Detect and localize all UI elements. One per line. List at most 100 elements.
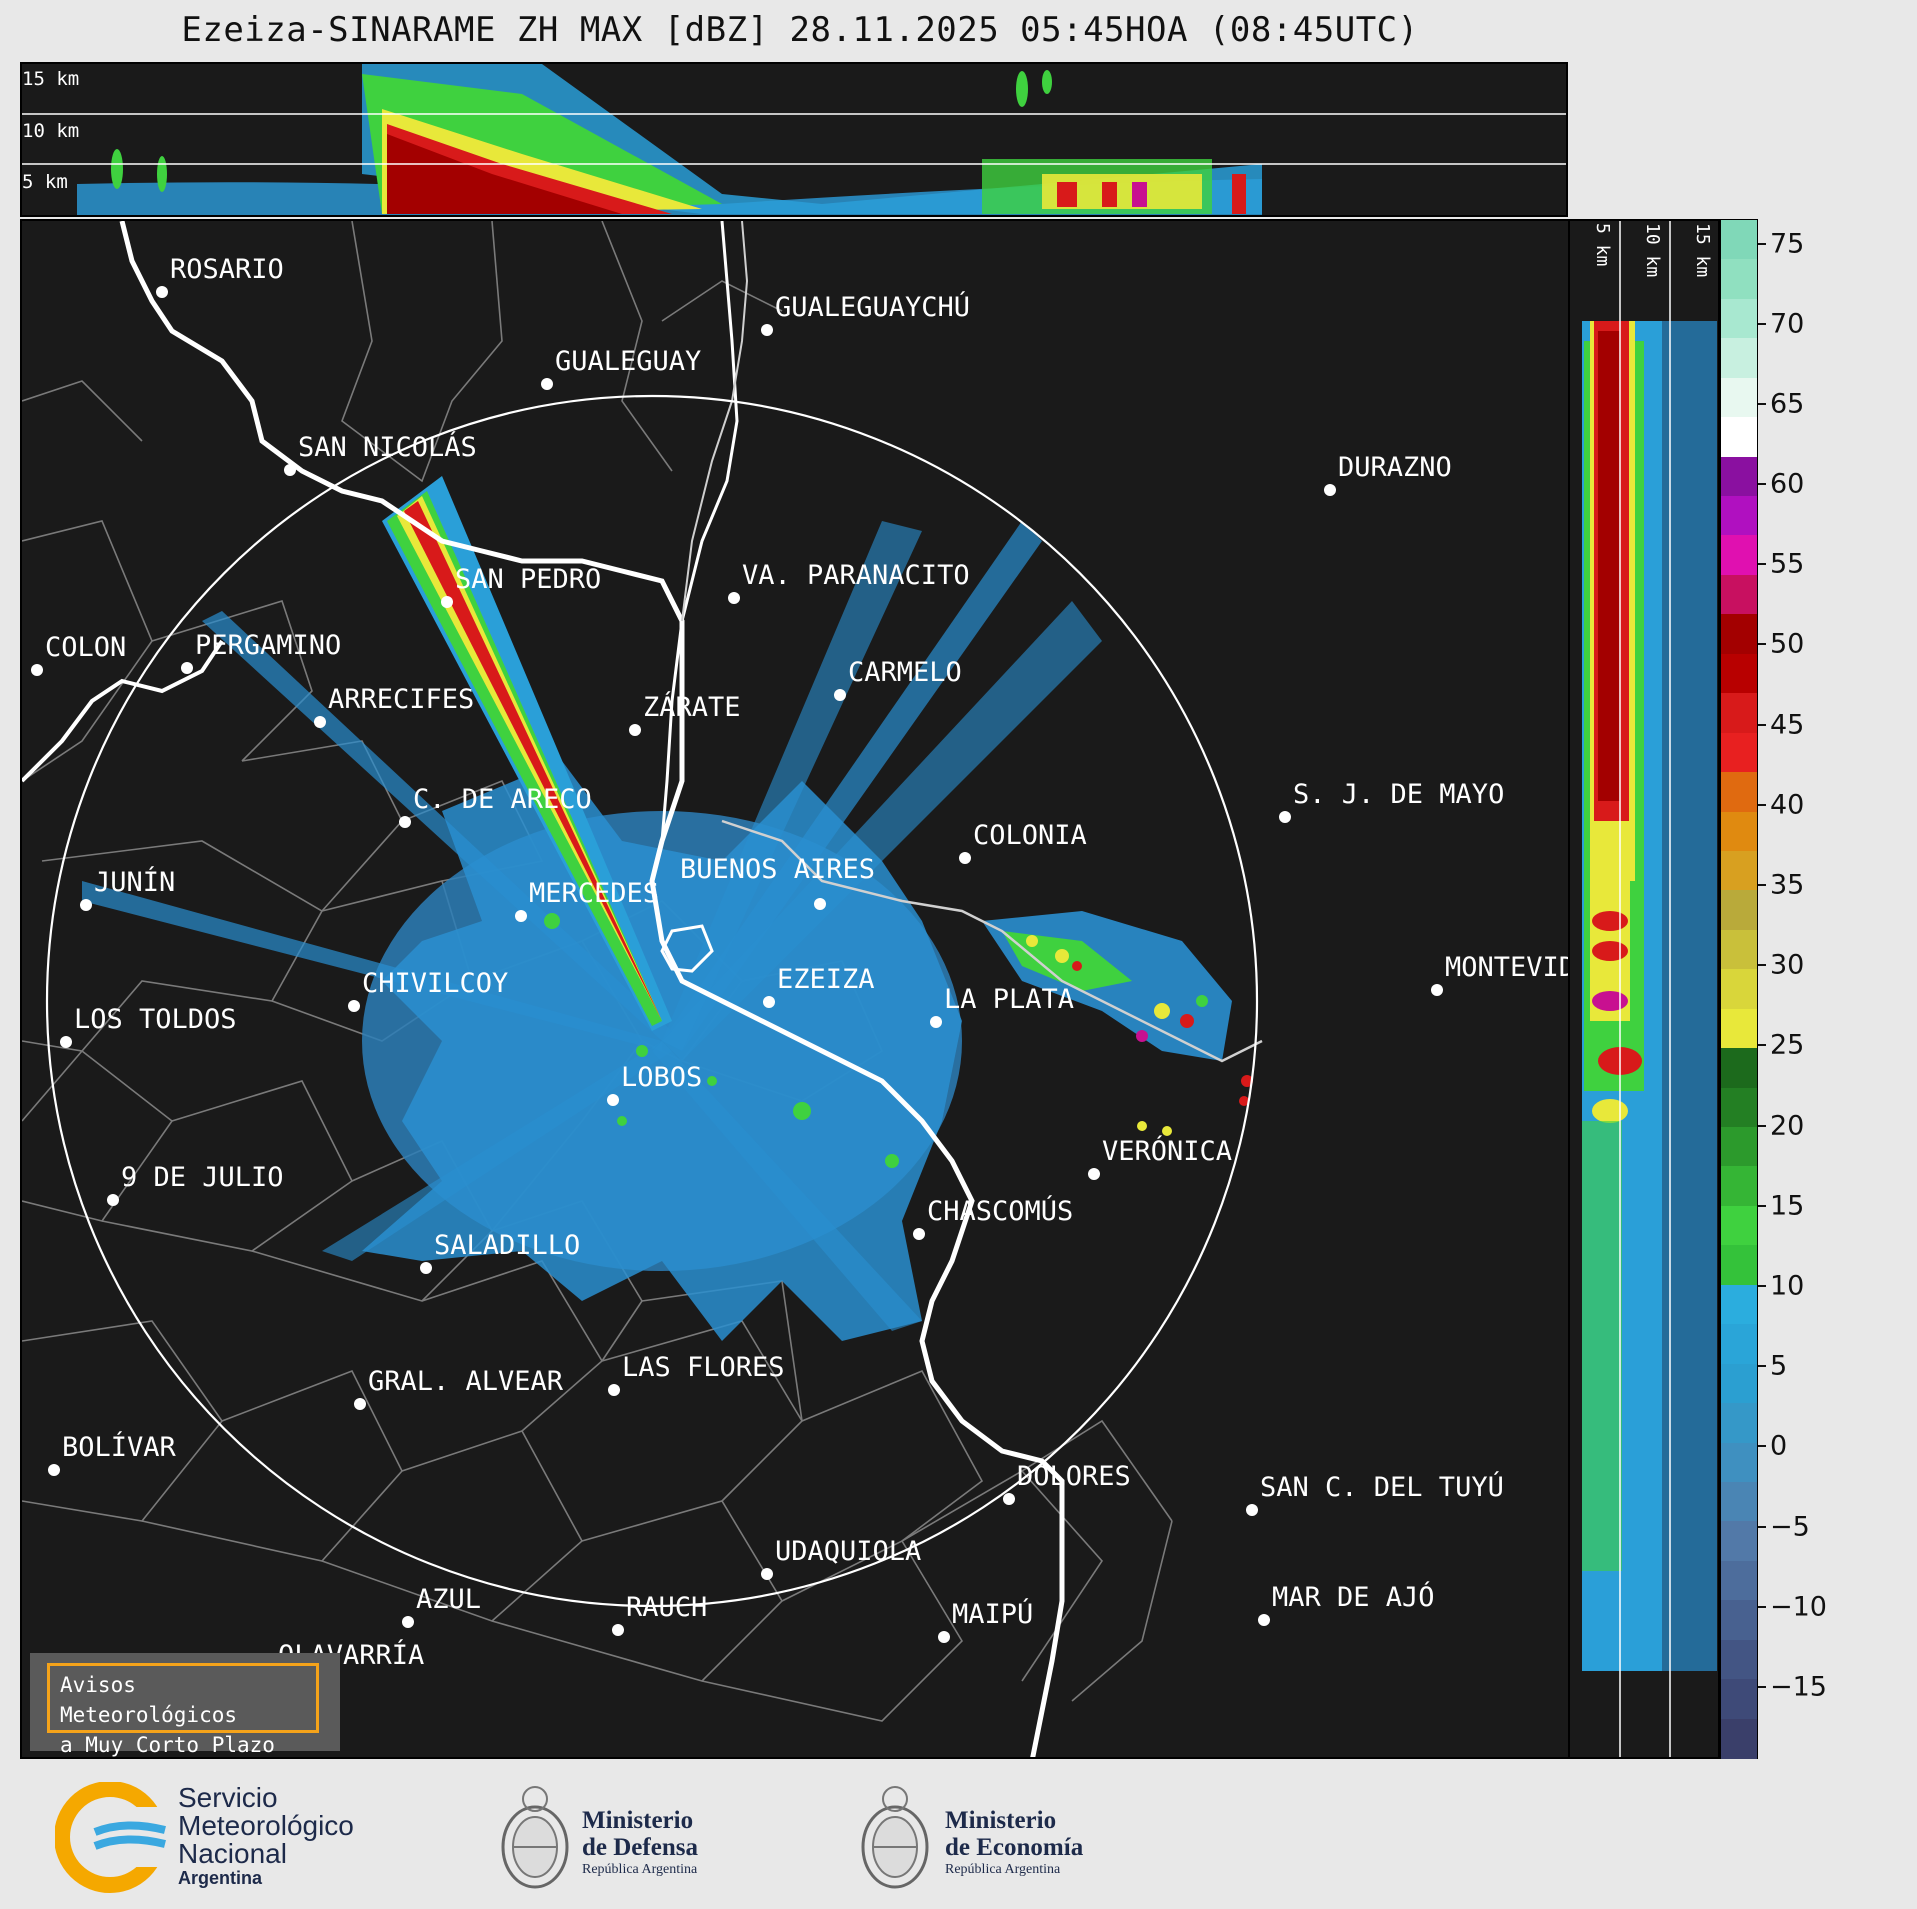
- avisos-box[interactable]: Avisos Meteorológicos a Muy Corto Plazo: [30, 1653, 340, 1757]
- city-marker: [1246, 1504, 1258, 1516]
- side-cross-section-plot: [1582, 221, 1717, 1757]
- colorbar-segment: [1721, 1560, 1757, 1602]
- colorbar-tick: [1758, 243, 1766, 245]
- defensa-line2: de Defensa: [582, 1834, 698, 1861]
- city-label: SAN C. DEL TUYÚ: [1260, 1471, 1504, 1503]
- colorbar-segment: [1721, 1205, 1757, 1247]
- city-marker: [728, 592, 740, 604]
- city-label: COLON: [45, 632, 126, 663]
- colorbar-tick: [1758, 563, 1766, 565]
- city-label: CHASCOMÚS: [927, 1195, 1073, 1227]
- top-cross-section: 15 km 10 km 5 km: [20, 62, 1568, 217]
- city-label: RAUCH: [626, 1592, 707, 1623]
- colorbar-tick-label: 50: [1770, 628, 1805, 660]
- city-label: EZEIZA: [777, 964, 875, 995]
- colorbar-segment: [1721, 732, 1757, 774]
- side-altitude-label-10km: 10 km: [1642, 223, 1663, 278]
- chart-title: Ezeiza-SINARAME ZH MAX [dBZ] 28.11.2025 …: [181, 10, 1419, 50]
- colorbar-tick: [1758, 804, 1766, 806]
- colorbar-segment: [1721, 1679, 1757, 1720]
- city-label: PERGAMINO: [195, 630, 341, 661]
- defensa-line3: República Argentina: [582, 1862, 698, 1877]
- city-marker: [348, 1000, 360, 1012]
- colorbar-tick: [1758, 323, 1766, 325]
- colorbar-segment: [1721, 1284, 1757, 1326]
- city-marker: [314, 716, 326, 728]
- city-marker: [608, 1384, 620, 1396]
- city-marker: [814, 898, 826, 910]
- colorbar-tick-label: −5: [1770, 1511, 1810, 1543]
- colorbar-segment: [1721, 574, 1757, 616]
- colorbar-segment: [1721, 535, 1757, 576]
- city-marker: [834, 689, 846, 701]
- colorbar-segment: [1721, 772, 1757, 813]
- city-label: SALADILLO: [434, 1230, 580, 1261]
- city-label: VA. PARANACITO: [742, 560, 970, 591]
- colorbar-tick-label: −10: [1770, 1591, 1827, 1623]
- city-marker: [354, 1398, 366, 1410]
- city-marker: [1324, 484, 1336, 496]
- city-label: 9 DE JULIO: [121, 1162, 284, 1193]
- colorbar-segment: [1721, 1639, 1757, 1681]
- colorbar-segment: [1721, 811, 1757, 852]
- colorbar-tick-label: 45: [1770, 709, 1805, 741]
- colorbar-tick: [1758, 1686, 1766, 1688]
- colorbar-segment: [1721, 850, 1757, 892]
- colorbar-segment: [1721, 1048, 1757, 1089]
- city-marker: [761, 324, 773, 336]
- city-label: DURAZNO: [1338, 452, 1452, 483]
- altitude-label-5km: 5 km: [22, 171, 68, 193]
- city-marker: [612, 1624, 624, 1636]
- city-label: ROSARIO: [170, 254, 284, 285]
- city-markers: ROSARIO GUALEGUAYCHÚ GUALEGUAY SAN NICOLÁS D…: [31, 254, 1570, 1684]
- colorbar-segment: [1721, 338, 1757, 379]
- colorbar-tick: [1758, 1205, 1766, 1207]
- city-label: BUENOS AIRES: [680, 854, 875, 885]
- city-label: MONTEVIDEO: [1445, 952, 1570, 983]
- colorbar-tick: [1758, 724, 1766, 726]
- city-marker: [763, 996, 775, 1008]
- colorbar-segment: [1721, 1718, 1757, 1759]
- city-marker: [541, 378, 553, 390]
- colorbar-segment: [1721, 1127, 1757, 1168]
- footer: Servicio Meteorológico Nacional Argentin…: [0, 1762, 1917, 1909]
- city-marker: [284, 464, 296, 476]
- city-label: SAN PEDRO: [455, 564, 601, 595]
- city-label: C. DE ARECO: [413, 784, 592, 815]
- colorbar-segment: [1721, 1403, 1757, 1444]
- colorbar-tick: [1758, 1044, 1766, 1046]
- city-marker: [80, 899, 92, 911]
- colorbar-tick: [1758, 1285, 1766, 1287]
- city-label: LOS TOLDOS: [74, 1004, 237, 1035]
- colorbar-tick-label: 0: [1770, 1430, 1788, 1462]
- city-marker: [60, 1036, 72, 1048]
- city-label: GRAL. ALVEAR: [368, 1366, 564, 1397]
- colorbar-segment: [1721, 496, 1757, 537]
- city-marker: [761, 1568, 773, 1580]
- colorbar-tick-label: 60: [1770, 468, 1805, 500]
- colorbar-segment: [1721, 298, 1757, 340]
- colorbar-segment: [1721, 614, 1757, 655]
- smn-name-line1: Servicio: [178, 1782, 278, 1813]
- colorbar-tick-label: 10: [1770, 1270, 1805, 1302]
- city-label: DOLORES: [1017, 1461, 1131, 1492]
- defensa-shield-icon: [501, 1786, 569, 1889]
- city-marker: [420, 1262, 432, 1274]
- city-marker: [607, 1094, 619, 1106]
- colorbar-segment: [1721, 259, 1757, 300]
- colorbar-segment: [1721, 1442, 1757, 1483]
- city-label: SAN NICOLÁS: [298, 431, 477, 463]
- colorbar-segment: [1721, 220, 1757, 261]
- city-marker: [1431, 984, 1443, 996]
- range-ring: [45, 394, 1259, 1608]
- colorbar-segment: [1721, 1087, 1757, 1128]
- colorbar-tick: [1758, 1445, 1766, 1447]
- city-label: MERCEDES: [529, 878, 659, 909]
- colorbar-segment: [1721, 1324, 1757, 1365]
- altitude-label-10km: 10 km: [22, 120, 80, 142]
- colorbar-tick: [1758, 964, 1766, 966]
- colorbar-tick-label: 5: [1770, 1350, 1788, 1382]
- colorbar-tick-label: 20: [1770, 1110, 1805, 1142]
- avisos-link[interactable]: Avisos Meteorológicos a Muy Corto Plazo: [47, 1663, 319, 1757]
- city-label: MAR DE AJÓ: [1272, 1581, 1435, 1613]
